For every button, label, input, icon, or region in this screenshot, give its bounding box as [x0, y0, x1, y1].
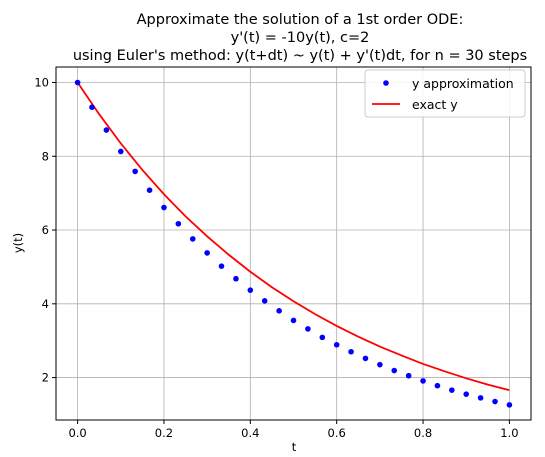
x-tick-label: 0.4: [241, 426, 259, 440]
x-tick-label: 0.6: [328, 426, 346, 440]
legend-marker-approximation: [383, 80, 389, 86]
x-tick-label: 0.8: [414, 426, 432, 440]
approximation-point: [420, 378, 426, 384]
plot-area: 0.0 0.2 0.4 0.6 0.8 1.0 2 4 6 8 10: [34, 66, 532, 440]
approximation-point: [506, 402, 513, 408]
approximation-point: [132, 168, 138, 175]
approximation-point: [290, 317, 297, 324]
approximation-point: [477, 395, 484, 401]
legend-box: [364, 69, 526, 118]
approximation-point: [103, 127, 110, 133]
series-layer: [74, 79, 513, 408]
approximation-point: [161, 204, 167, 211]
x-axis-label: t: [292, 440, 297, 454]
approximation-point: [333, 341, 340, 348]
approximation-point: [189, 236, 196, 242]
approximation-point: [247, 287, 254, 293]
y-axis-label: y(t): [11, 233, 25, 253]
chart-title-line-1: Approximate the solution of a 1st order …: [137, 12, 464, 28]
approximation-point: [319, 334, 326, 341]
axes-frame: [55, 66, 532, 421]
approximation-point: [377, 361, 383, 368]
approximation-point: [434, 382, 441, 389]
approximation-point: [74, 79, 81, 86]
y-tick-label: 6: [42, 223, 49, 237]
y-tick-label: 2: [42, 371, 49, 385]
approximation-point: [233, 275, 239, 282]
approximation-point: [261, 298, 268, 304]
y-tick-label: 4: [42, 297, 49, 311]
approximation-point: [348, 348, 354, 355]
approximation-point: [305, 326, 311, 332]
y-tick-label: 8: [42, 149, 49, 163]
approximation-point: [492, 398, 498, 405]
approximation-point: [362, 355, 369, 362]
approximation-point: [89, 104, 95, 111]
chart-title-line-2: y'(t) = -10y(t), c=2: [231, 30, 370, 46]
approximation-point: [218, 263, 225, 269]
approximation-point: [276, 308, 282, 314]
approximation-point: [391, 367, 398, 374]
approximation-point: [449, 387, 455, 393]
x-tick-label: 0.0: [68, 426, 86, 440]
approximation-point: [175, 220, 182, 227]
approximation-point: [405, 372, 412, 379]
approximation-point: [146, 187, 153, 193]
legend: y approximation exact y: [364, 69, 526, 118]
x-tick-label: 1.0: [500, 426, 518, 440]
chart-title-line-3: using Euler's method: y(t+dt) ~ y(t) + y…: [73, 48, 527, 64]
y-tick-label: 10: [34, 75, 49, 89]
x-tick-label: 0.2: [155, 426, 173, 440]
legend-label-exact: exact y: [412, 97, 458, 112]
ticks: 0.0 0.2 0.4 0.6 0.8 1.0 2 4 6 8 10: [34, 75, 518, 440]
approximation-point: [117, 148, 124, 155]
series-line-exact-y: [76, 81, 510, 391]
grid: [56, 67, 531, 420]
approximation-point: [204, 250, 210, 256]
legend-label-approximation: y approximation: [412, 76, 514, 91]
approximation-point: [463, 391, 470, 397]
